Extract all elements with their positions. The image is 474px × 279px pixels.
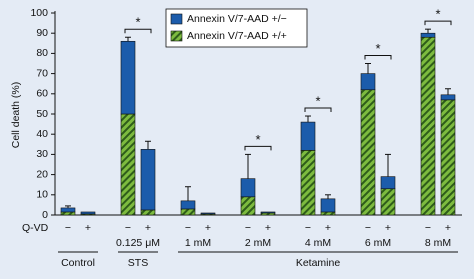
error-bar: [445, 88, 451, 95]
y-tick-label: 10: [36, 189, 48, 201]
dose-label: 1 mM: [185, 237, 211, 249]
bar-segment: [260, 212, 276, 216]
bar-segment: [300, 121, 316, 151]
q-vd-label: −: [425, 222, 431, 234]
bar-segment: [120, 40, 136, 115]
q-vd-label: +: [85, 222, 91, 234]
error-bar: [245, 153, 251, 179]
legend-box: [165, 8, 308, 48]
significance-bracket: [364, 55, 392, 60]
bar-segment: [200, 212, 216, 215]
bar-segment: [140, 209, 156, 216]
q-vd-label: +: [265, 222, 271, 234]
bar-segment: [440, 94, 456, 101]
error-bar: [365, 63, 371, 74]
bar-segment: [240, 196, 256, 216]
significance-star: *: [375, 41, 380, 56]
q-vd-label: +: [205, 222, 211, 234]
dose-label: 6 mM: [365, 237, 391, 249]
y-axis-label: Cell death (%): [10, 82, 22, 149]
bar-segment: [360, 89, 376, 216]
dose-label: 4 mM: [305, 237, 331, 249]
legend-label: Annexin V/7-AAD +/−: [187, 13, 287, 25]
bar-segment: [60, 207, 76, 213]
bar-segment: [320, 198, 336, 213]
q-vd-label: −: [305, 222, 311, 234]
bar-segment: [320, 211, 336, 216]
error-bar: [425, 28, 431, 34]
treatment-label: Ketamine: [296, 257, 341, 269]
y-tick-label: 60: [36, 88, 48, 100]
dose-label: 2 mM: [245, 237, 271, 249]
y-tick-label: 30: [36, 148, 48, 160]
error-bar: [185, 186, 191, 201]
error-bar: [125, 36, 131, 42]
dose-label: 0.125 μM: [116, 237, 160, 249]
y-tick-label: 90: [36, 27, 48, 39]
bar-segment: [140, 149, 156, 211]
bar-segment: [120, 113, 136, 216]
q-vd-label: +: [145, 222, 151, 234]
bar-segment: [380, 176, 396, 190]
bar-segment: [180, 200, 196, 210]
bar-segment: [260, 211, 276, 214]
q-vd-label: +: [445, 222, 451, 234]
y-tick-label: 70: [36, 67, 48, 79]
dose-label: 8 mM: [425, 237, 451, 249]
bar-segment: [180, 208, 196, 216]
significance-star: *: [315, 93, 320, 108]
q-vd-label: −: [185, 222, 191, 234]
y-tick-label: 100: [30, 7, 48, 19]
significance-bracket: [304, 107, 332, 113]
row-label: Q-VD: [22, 222, 49, 234]
error-bar: [385, 153, 391, 177]
bar-segment: [60, 211, 76, 216]
significance-bracket: [244, 145, 272, 151]
treatment-label: Control: [61, 257, 95, 269]
y-tick-label: 0: [42, 209, 48, 221]
bar-segment: [440, 99, 456, 216]
bar-segment: [300, 150, 316, 216]
significance-star: *: [435, 7, 440, 22]
legend-swatch: [170, 13, 183, 25]
legend-swatch: [170, 30, 183, 42]
treatment-label: STS: [128, 257, 148, 269]
bar-segment: [420, 32, 436, 38]
bar-segment: [240, 178, 256, 198]
error-bar: [305, 115, 311, 123]
significance-bracket: [424, 20, 452, 26]
bar-segment: [380, 188, 396, 216]
error-bar: [65, 205, 71, 208]
error-bar: [145, 140, 151, 150]
q-vd-label: −: [245, 222, 251, 234]
bar-segment: [420, 36, 436, 216]
q-vd-label: −: [365, 222, 371, 234]
significance-star: *: [255, 132, 260, 147]
bar-segment: [80, 211, 96, 215]
q-vd-label: +: [325, 222, 331, 234]
q-vd-label: −: [125, 222, 131, 234]
y-tick-label: 20: [36, 168, 48, 180]
q-vd-label: +: [385, 222, 391, 234]
error-bar: [325, 194, 331, 199]
significance-star: *: [135, 15, 140, 30]
y-tick-label: 40: [36, 128, 48, 140]
q-vd-label: −: [65, 222, 71, 234]
bar-segment: [360, 73, 376, 91]
significance-bracket: [124, 28, 152, 34]
y-tick-label: 50: [36, 108, 48, 120]
legend-label: Annexin V/7-AAD +/+: [187, 30, 287, 42]
y-tick-label: 80: [36, 47, 48, 59]
